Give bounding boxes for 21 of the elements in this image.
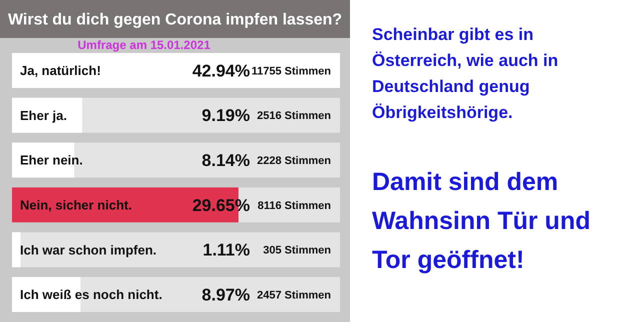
annotation: 305 Stimmen [263,244,332,257]
data-label: 9.19% [202,106,250,126]
data-label: 42.94% [192,61,250,80]
annotation: 2228 Stimmen [257,154,332,167]
text: Scheinbar gibt es in Österreich, wie auch in Deutschland genug Öbrigkeitshörige. [372,25,558,122]
y-tick-label: Nein, sicher nicht. [20,197,132,212]
y-tick-label: Eher nein. [20,152,83,168]
chart-subtitle: Umfrage am 15.01.2021 [78,38,211,52]
annotation: 2457 Stimmen [257,289,332,302]
y-tick-label: Ich war schon impfen. [20,242,157,258]
data-label: 8.97% [202,285,250,304]
data-label: 1.11% [202,240,250,260]
annotation: 2516 Stimmen [257,110,332,122]
y-tick-label: Eher ja. [20,108,67,123]
data-label: 8.14% [202,151,250,170]
text: Damit sind dem Wahnsinn Tür und Tor geöffnet! [372,168,590,274]
chart-title: Wirst du dich gegen Corona impfen lassen? [8,12,342,29]
y-tick-label: Ich weiß es noch nicht. [20,287,162,302]
annotation: 11755 Stimmen [252,65,332,78]
y-tick-label: Ja, natürlich! [20,63,101,78]
annotation: 8116 Stimmen [258,200,332,212]
